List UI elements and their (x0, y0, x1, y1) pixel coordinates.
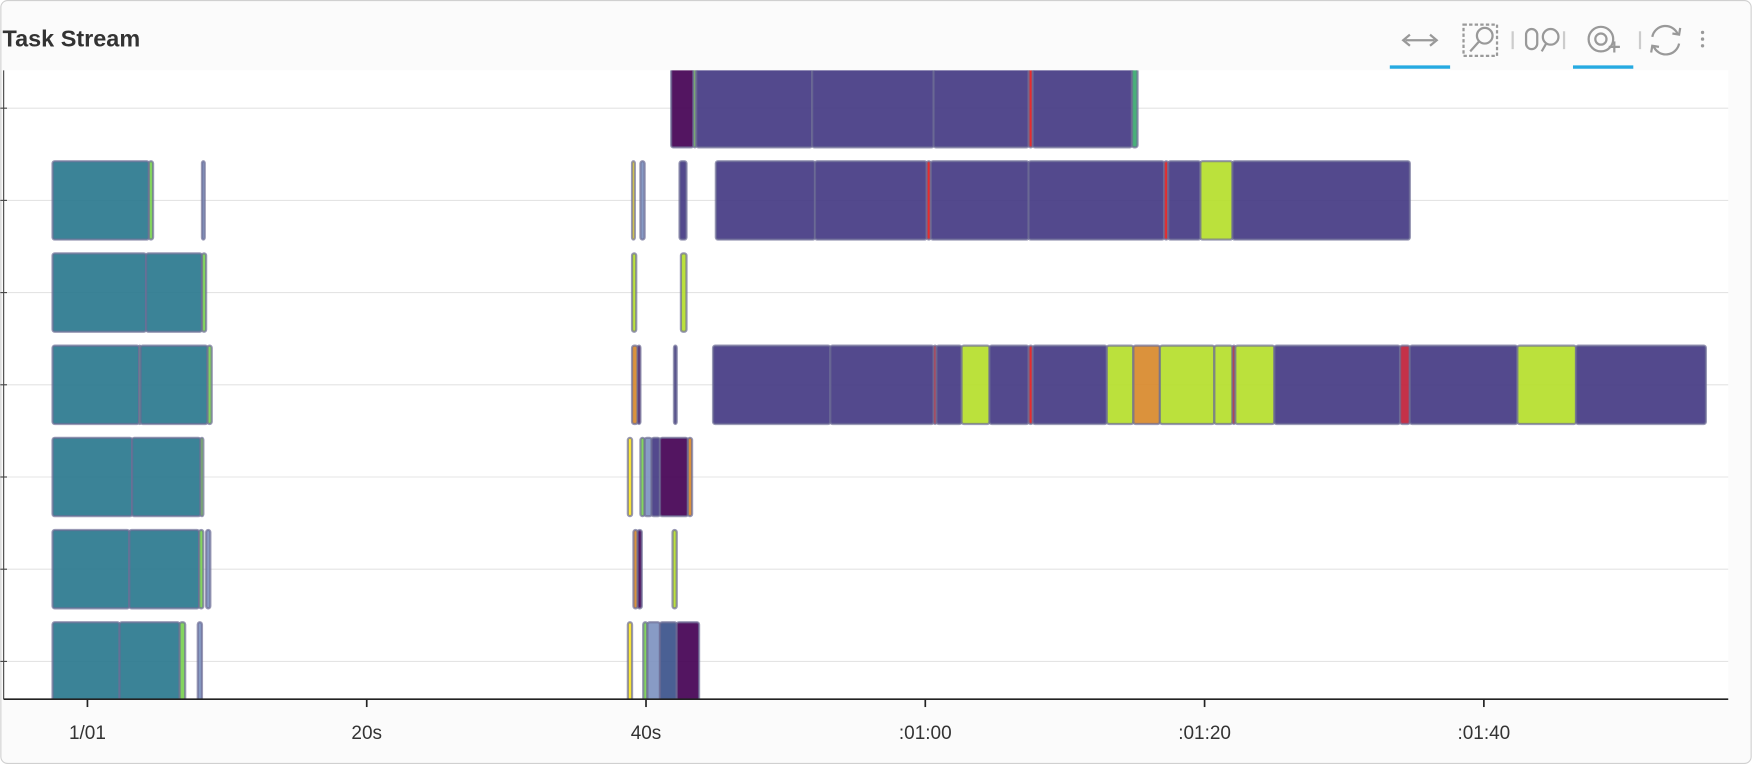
task-bar (199, 436, 205, 518)
task-bar (1199, 160, 1234, 241)
task-bar (671, 528, 678, 610)
task-bars (51, 70, 1708, 700)
reset-tool[interactable] (1650, 24, 1682, 56)
box-zoom-tool[interactable] (1462, 23, 1499, 57)
task-bar (626, 436, 634, 518)
task-bar (1167, 160, 1202, 241)
task-bar (935, 344, 963, 426)
task-bar (1213, 344, 1234, 426)
task-bar (1031, 344, 1108, 426)
task-bar (1132, 344, 1162, 426)
task-bar (679, 252, 688, 333)
task-bar (1231, 160, 1411, 241)
task-bar (1516, 344, 1578, 426)
task-bar (675, 621, 701, 700)
task-bar (650, 436, 662, 518)
x-tick-label: :01:20 (1178, 723, 1231, 744)
wheel-zoom-tool[interactable] (1524, 27, 1560, 52)
pan-tool[interactable] (1389, 33, 1451, 69)
task-bar (178, 621, 187, 700)
task-bar (1027, 160, 1166, 241)
task-bar (639, 160, 646, 241)
x-tick-label: 20s (351, 723, 382, 744)
task-bar (636, 528, 643, 610)
task-bar (1398, 344, 1411, 426)
task-bar (205, 528, 212, 610)
task-bar (929, 160, 1030, 241)
toolbar-menu[interactable] (1700, 30, 1705, 48)
task-bar (813, 160, 928, 241)
x-tick-label: :01:40 (1457, 723, 1510, 744)
tap-tool[interactable] (1572, 25, 1634, 69)
x-tick-label: 40s (631, 723, 662, 744)
task-bar (658, 436, 690, 518)
task-bar (128, 528, 201, 610)
task-bar (686, 436, 694, 518)
axes: 1/01 20s 40s :01:00 :01:20 :01:40 (0, 70, 1729, 744)
task-bar (811, 70, 935, 149)
task-bar (960, 344, 991, 426)
task-bar (118, 621, 181, 700)
task-bar (636, 344, 642, 426)
task-bar (51, 252, 148, 333)
task-bar (829, 344, 935, 426)
task-bar (695, 70, 814, 149)
task-bar (714, 160, 817, 241)
task-bar (206, 344, 213, 426)
task-bar (51, 160, 151, 241)
task-bar (1031, 70, 1134, 149)
task-bar (672, 344, 678, 426)
task-bar (200, 160, 206, 241)
task-bar (1158, 344, 1216, 426)
task-bar (139, 344, 209, 426)
task-bar (630, 160, 636, 241)
task-bar (932, 70, 1030, 149)
task-bar (131, 436, 202, 518)
grid (3, 107, 1729, 662)
task-bar (144, 252, 204, 333)
task-bar (147, 160, 155, 241)
task-bar (51, 528, 131, 610)
task-bar (711, 344, 832, 426)
task-bar (51, 436, 134, 518)
x-tick-label: 1/01 (69, 723, 106, 744)
task-bar (646, 621, 662, 700)
task-bar (198, 528, 205, 610)
task-bar (988, 344, 1030, 426)
task-bar (1574, 344, 1708, 426)
toolbar[interactable] (1389, 23, 1705, 69)
task-bar (1273, 344, 1402, 426)
task-bar (1130, 70, 1139, 149)
task-bar (670, 70, 695, 149)
task-bar (1234, 344, 1276, 426)
task-bar (51, 344, 141, 426)
task-bar (658, 621, 678, 700)
task-bar (626, 621, 634, 700)
chart-title: Task Stream (3, 25, 141, 51)
task-bar (678, 160, 688, 241)
x-tick-label: :01:00 (899, 723, 952, 744)
task-bar (1105, 344, 1135, 426)
task-bar (51, 621, 121, 700)
task-bar (630, 252, 638, 333)
task-bar (1408, 344, 1519, 426)
task-bar (196, 621, 204, 700)
task-bar (200, 252, 208, 333)
